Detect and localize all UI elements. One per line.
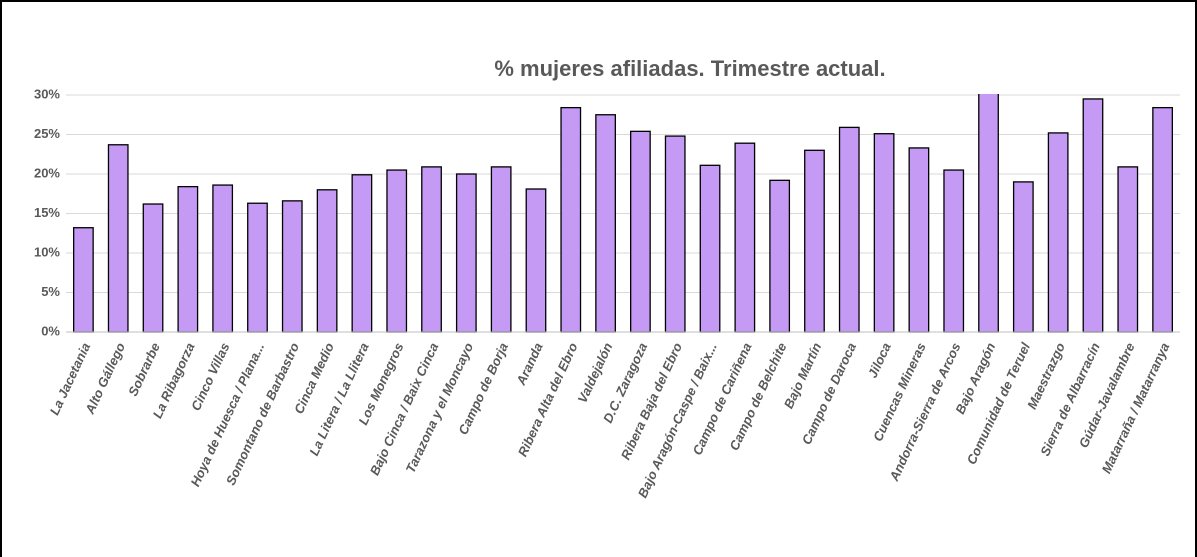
y-tick-label: 15% [34, 205, 60, 220]
bar [1152, 106, 1173, 333]
bar [560, 106, 582, 333]
bar [73, 227, 94, 333]
bar [630, 130, 651, 333]
chart-title: % mujeres afiliadas. Trimestre actual. [494, 56, 885, 81]
bar [351, 174, 373, 333]
bar [177, 185, 199, 333]
bar [595, 114, 616, 333]
y-tick-label: 25% [34, 126, 60, 141]
bar [142, 203, 164, 333]
bar [699, 164, 721, 333]
bar [804, 149, 825, 333]
y-tick-label: 0% [41, 323, 60, 338]
bar [943, 169, 965, 333]
y-tick-label: 20% [34, 165, 60, 180]
bar [1117, 166, 1139, 333]
bar [873, 133, 895, 333]
bar [525, 188, 547, 333]
bar [908, 147, 930, 333]
bar [386, 169, 408, 333]
bar [734, 142, 756, 333]
bar [281, 200, 303, 333]
bar [1012, 181, 1034, 333]
y-tick-label: 10% [34, 244, 60, 259]
bar [1047, 132, 1069, 333]
bar [107, 144, 129, 333]
bar [838, 126, 860, 333]
bar [247, 202, 268, 333]
bar [769, 179, 791, 333]
bar [978, 94, 999, 333]
bar [664, 135, 686, 333]
bar [212, 184, 234, 333]
bar [455, 173, 477, 333]
bar [421, 166, 442, 333]
bar [316, 189, 338, 333]
bar [1082, 98, 1104, 333]
bar [490, 166, 512, 333]
y-tick-label: 5% [41, 284, 60, 299]
y-tick-label: 30% [34, 86, 60, 101]
